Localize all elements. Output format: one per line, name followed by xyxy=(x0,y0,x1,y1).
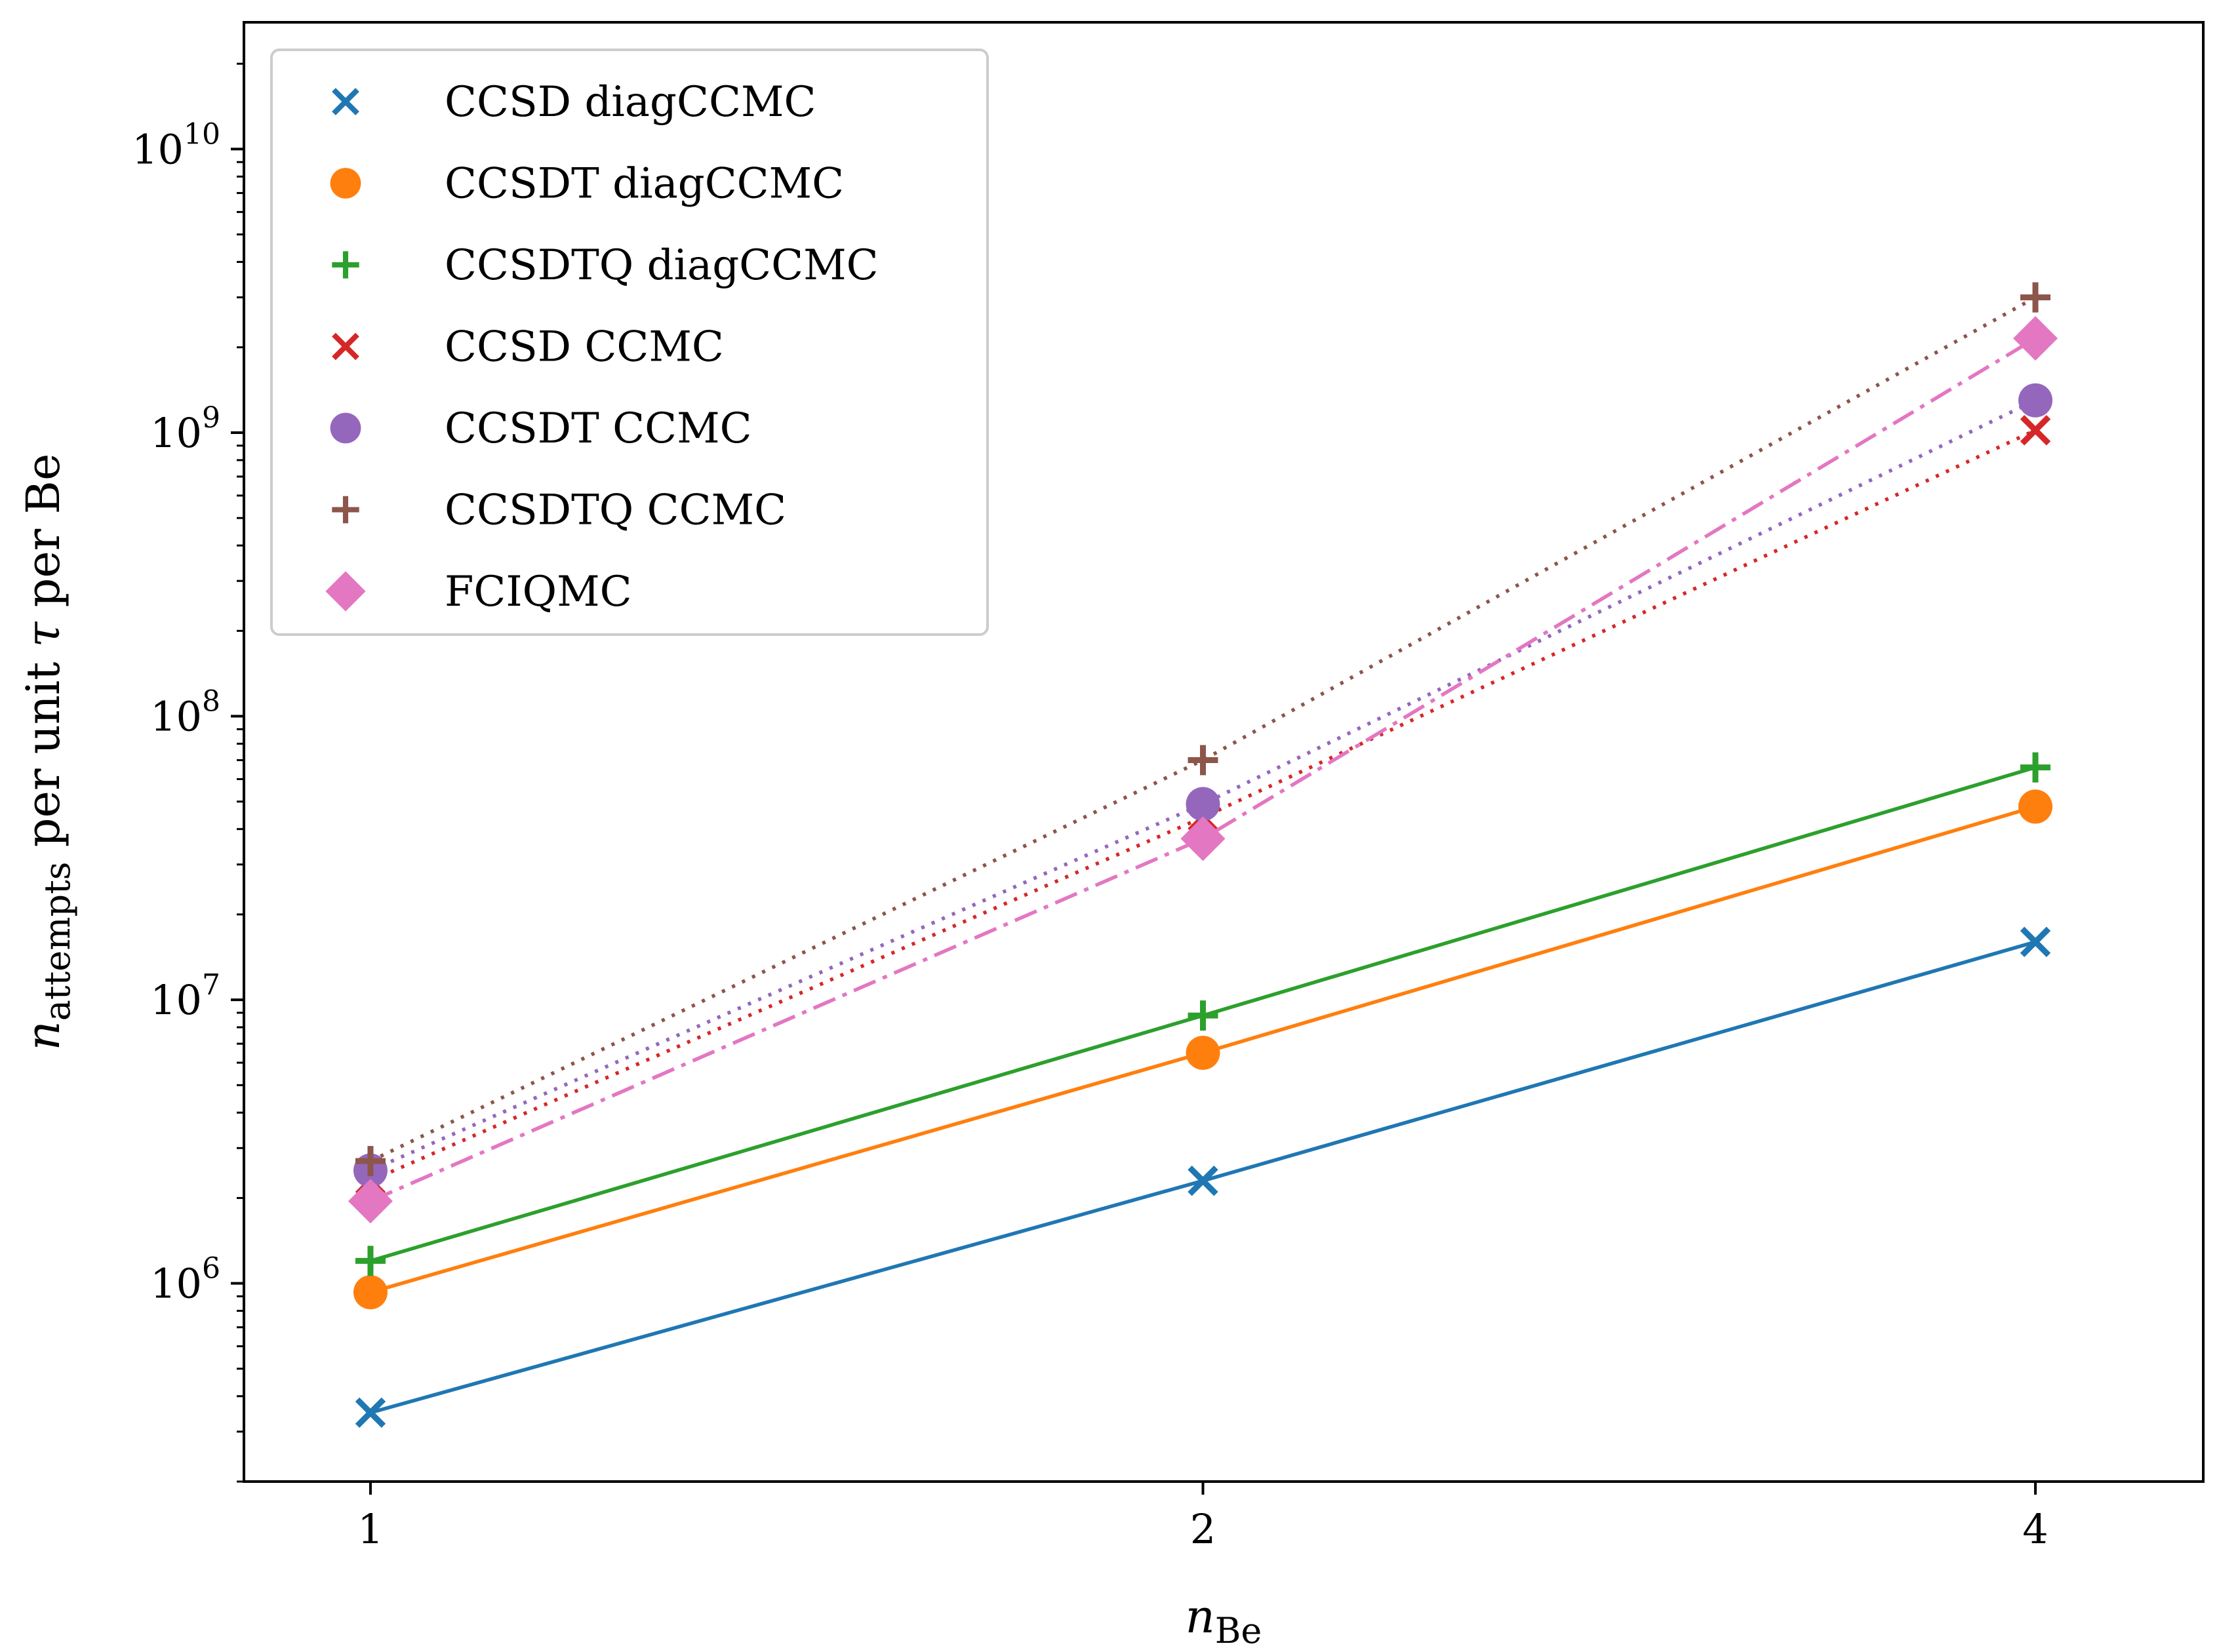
data-point-5-1 xyxy=(1188,745,1218,776)
x-tick-label: 4 xyxy=(2022,1505,2048,1553)
legend-marker-3 xyxy=(332,332,359,361)
legend-box xyxy=(270,49,989,636)
series-line-3 xyxy=(369,428,2037,1183)
x-tick-label: 2 xyxy=(1190,1505,1216,1553)
legend: CCSD diagCCMC CCSDT diagCCMC CCSDTQ diagCC… xyxy=(270,49,989,636)
legend-marker-1 xyxy=(330,168,361,199)
legend-label-4: CCSDT CCMC xyxy=(445,404,752,453)
legend-marker-2 xyxy=(332,251,359,279)
legend-label-6: FCIQMC xyxy=(445,568,632,616)
y-axis: 106 107 108 109 1010 xyxy=(132,117,244,1308)
series-line-6 xyxy=(369,336,2037,1203)
data-point-1-0 xyxy=(353,1275,388,1310)
legend-label-3: CCSD CCMC xyxy=(445,323,724,372)
data-point-2-0 xyxy=(355,1246,386,1276)
data-point-6-1 xyxy=(1180,816,1226,861)
y-tick-label: 106 xyxy=(150,1252,220,1308)
data-point-6-2 xyxy=(2013,316,2058,361)
x-tick-label: 1 xyxy=(357,1505,383,1553)
legend-label-5: CCSDTQ CCMC xyxy=(445,486,786,535)
data-point-4-1 xyxy=(1186,787,1220,821)
x-axis: 1 2 4 xyxy=(357,1482,2049,1553)
legend-marker-4 xyxy=(330,412,361,444)
plot-series xyxy=(348,282,2058,1428)
data-point-2-2 xyxy=(2020,752,2051,783)
data-point-1-2 xyxy=(2018,789,2053,824)
y-tick-label: 109 xyxy=(150,401,220,457)
data-point-4-2 xyxy=(2018,383,2053,418)
data-point-6-0 xyxy=(348,1179,393,1224)
legend-label-0: CCSD diagCCMC xyxy=(445,78,816,127)
y-minor-ticks xyxy=(237,62,244,1483)
data-point-1-1 xyxy=(1186,1036,1220,1071)
legend-marker-5 xyxy=(332,496,359,524)
data-point-5-0 xyxy=(355,1146,386,1177)
data-point-5-2 xyxy=(2020,282,2051,313)
y-axis-label: nattempts per unit τ per Be xyxy=(16,454,78,1051)
legend-label-2: CCSDTQ diagCCMC xyxy=(445,241,879,290)
data-point-2-1 xyxy=(1188,1000,1218,1031)
plot-frame xyxy=(243,21,2205,1483)
y-tick-label: 107 xyxy=(150,968,220,1024)
legend-marker-0 xyxy=(332,88,359,115)
data-point-0-2 xyxy=(2020,926,2051,957)
x-axis-label: nBe xyxy=(1186,1590,1262,1651)
y-tick-label: 108 xyxy=(150,685,220,741)
y-tick-label: 1010 xyxy=(132,117,220,173)
data-point-3-2 xyxy=(2020,415,2051,446)
data-point-0-0 xyxy=(355,1397,386,1428)
data-point-0-1 xyxy=(1188,1166,1218,1196)
legend-marker-6 xyxy=(325,571,366,612)
legend-label-1: CCSDT diagCCMC xyxy=(445,160,844,208)
series-line-4 xyxy=(369,399,2037,1173)
